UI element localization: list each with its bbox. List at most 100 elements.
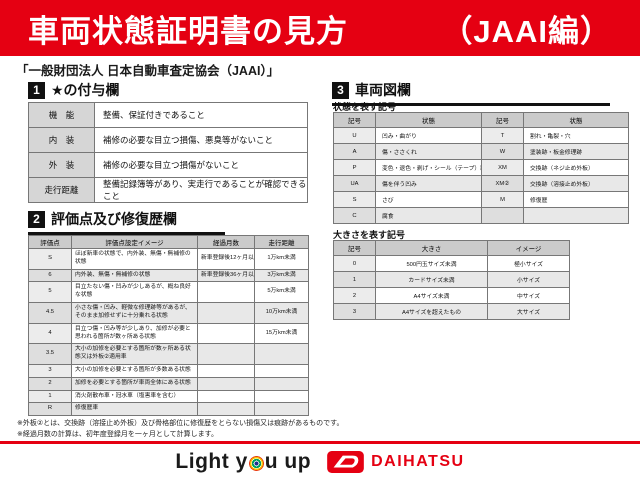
table-cell: 大小の加修を必要とする箇所が数ヶ所ある状態又は外板②適用車 (71, 343, 198, 365)
table-header-cell: 経過月数 (197, 235, 255, 249)
state-symbols-table: 記号 状態 記号 状態 U 凹み・曲がり T 割れ・亀裂・穴 A 傷・ささくれ W 塗装跡・板金修理… (333, 112, 629, 224)
table-cell: 目立たない傷・凹みが少しあるが、概ね良好な状態 (71, 281, 198, 304)
table-row: 評価点 評価点設定イメージ 経過月数 走行距離 (28, 235, 309, 249)
table-cell (254, 343, 309, 365)
slogan-text-right: u up (264, 450, 312, 473)
organization-subtitle: 「一般財団法人 日本自動車査定協会（JAAI）」 (16, 64, 280, 78)
state-symbols-label: 状態を表す記号 (333, 102, 397, 112)
slogan-text-left: Light y (175, 450, 248, 473)
table-header-cell: 大きさ (375, 240, 488, 256)
table-cell: 2 (28, 376, 72, 391)
table-cell: 傷を伴う凹み (375, 175, 482, 192)
table-row: 記号 大きさ イメージ (333, 240, 570, 256)
table-cell: 加修を必要とする箇所が車両全体にある状態 (71, 376, 198, 391)
table-row: 走行距離 整備記録簿等があり、実走行であることが確認できること (28, 177, 308, 203)
table-row: 0 500円玉サイズ未満 極小サイズ (333, 255, 570, 272)
table-cell: 走行距離 (28, 177, 95, 203)
table-cell: 整備記録簿等があり、実走行であることが確認できること (94, 177, 308, 203)
section-number-badge: 1 (28, 81, 45, 99)
table-cell: 大小の加修を必要とする箇所が多数ある状態 (71, 363, 198, 378)
table-cell (197, 376, 255, 391)
table-cell: W (481, 143, 524, 160)
table-cell (197, 343, 255, 365)
daihatsu-emblem-icon (327, 451, 364, 473)
table-cell: カードサイズ未満 (375, 271, 488, 288)
table-cell: さび (375, 191, 482, 208)
table-cell (523, 207, 629, 224)
star-criteria-table: 機 能整備、保証付きであること内 装補修の必要な目立つ損傷、悪臭等がないこと外 … (28, 102, 308, 203)
table-cell: S (28, 248, 72, 270)
table-cell: 新車登録後36ヶ月以内 (197, 268, 255, 283)
table-cell: U (333, 127, 376, 144)
table-row: 5 目立たない傷・凹みが少しあるが、概ね良好な状態 5万km未満 (28, 281, 309, 304)
table-cell (254, 402, 309, 417)
table-row: 3 A4サイズを超えたもの 大サイズ (333, 303, 570, 320)
footnotes: ※外板②とは、交換跡（溶接止め外板）及び骨格部位に修復歴をとらない損傷又は痕跡が… (17, 419, 343, 440)
table-row: P 変色・退色・剥げ・シール（テープ）跡 XM 交換跡（ネジ止め外板） (333, 159, 629, 176)
table-cell: 3 (28, 363, 72, 378)
table-row: A 傷・ささくれ W 塗装跡・板金修理跡 (333, 143, 629, 160)
table-cell: 凹み・曲がり (375, 127, 482, 144)
table-cell: A (333, 143, 376, 160)
footnote-line: ※経過月数の計算は、初年度登録月を一ヶ月として計算します。 (17, 430, 218, 438)
page-title-edition: （JAAI編） (441, 13, 612, 49)
table-cell (197, 322, 255, 345)
section-number-badge: 3 (332, 81, 349, 99)
table-row: 4.5 小さな傷・凹み、軽微な修理跡等があるが、そのまま加修せずに十分乗れる状態 1… (28, 302, 309, 324)
section-title: 評価点及び修復歴欄 (51, 211, 177, 227)
table-cell: A4サイズ未満 (375, 287, 488, 304)
table-row: 3 大小の加修を必要とする箇所が多数ある状態 (28, 363, 309, 378)
size-symbols-table: 記号 大きさ イメージ 0 500円玉サイズ未満 極小サイズ 1 カードサイズ未満 小サイズ 2… (333, 240, 570, 320)
table-cell: 3 (333, 303, 376, 320)
section-number-badge: 2 (28, 210, 45, 228)
table-cell: 新車登録後12ヶ月以内 (197, 248, 255, 270)
table-header-cell: 記号 (481, 112, 524, 128)
table-cell: 外 装 (28, 152, 95, 178)
table-header-cell: 記号 (333, 240, 376, 256)
table-row: 2 A4サイズ未満 中サイズ (333, 287, 570, 304)
table-header-cell: 状態 (523, 112, 629, 128)
footer-logos: Light y u up DAIHATSU (0, 447, 640, 477)
table-header-cell: 状態 (375, 112, 482, 128)
table-cell: 15万km未満 (254, 322, 309, 345)
table-cell: 500円玉サイズ未満 (375, 255, 488, 272)
table-cell: UA (333, 175, 376, 192)
table-header-cell: イメージ (487, 240, 570, 256)
table-cell: 4.5 (28, 302, 72, 324)
table-row: 1 カードサイズ未満 小サイズ (333, 271, 570, 288)
table-cell: 機 能 (28, 102, 95, 128)
table-cell: 3.5 (28, 343, 72, 365)
table-cell: 3万km未満 (254, 268, 309, 283)
table-cell: 修復歴 (523, 191, 629, 208)
table-cell: 0 (333, 255, 376, 272)
table-row: UA 傷を伴う凹み XM② 交換跡（溶接止め外板） (333, 175, 629, 192)
table-cell: 中サイズ (487, 287, 570, 304)
table-row: S さび M 修復歴 (333, 191, 629, 208)
table-row: U 凹み・曲がり T 割れ・亀裂・穴 (333, 127, 629, 144)
section-title: ★の付与欄 (51, 82, 120, 98)
footnote-line: ※外板②とは、交換跡（溶接止め外板）及び骨格部位に修復歴をとらない損傷又は痕跡が… (17, 420, 344, 427)
table-cell: 交換跡（ネジ止め外板） (523, 159, 629, 176)
light-you-up-logo: Light y u up (175, 450, 311, 474)
table-cell: M (481, 191, 524, 208)
table-cell: A4サイズを超えたもの (375, 303, 488, 320)
table-cell: 交換跡（溶接止め外板） (523, 175, 629, 192)
table-cell: ほぼ新車の状態で、内外装、無傷・無補修の状態 (71, 248, 198, 270)
page-title: 車両状態証明書の見方 (28, 13, 348, 49)
section-header-grade: 2 評価点及び修復歴欄 (28, 209, 225, 235)
table-cell: S (333, 191, 376, 208)
table-row: 内 装補修の必要な目立つ損傷、悪臭等がないこと (28, 127, 308, 153)
table-cell: 割れ・亀裂・穴 (523, 127, 629, 144)
table-cell: 4 (28, 322, 72, 345)
table-cell (197, 402, 255, 417)
table-cell: 極小サイズ (487, 255, 570, 272)
table-cell: T (481, 127, 524, 144)
size-symbols-label: 大きさを表す記号 (333, 230, 406, 240)
table-row: 1 消火剤散布車・冠水車（塩害車を含む） (28, 389, 309, 404)
table-cell: R (28, 402, 72, 417)
table-cell: 1 (28, 389, 72, 404)
table-cell: 内 装 (28, 127, 95, 153)
table-cell: 10万km未満 (254, 302, 309, 324)
table-row: 外 装補修の必要な目立つ損傷がないこと (28, 152, 308, 178)
